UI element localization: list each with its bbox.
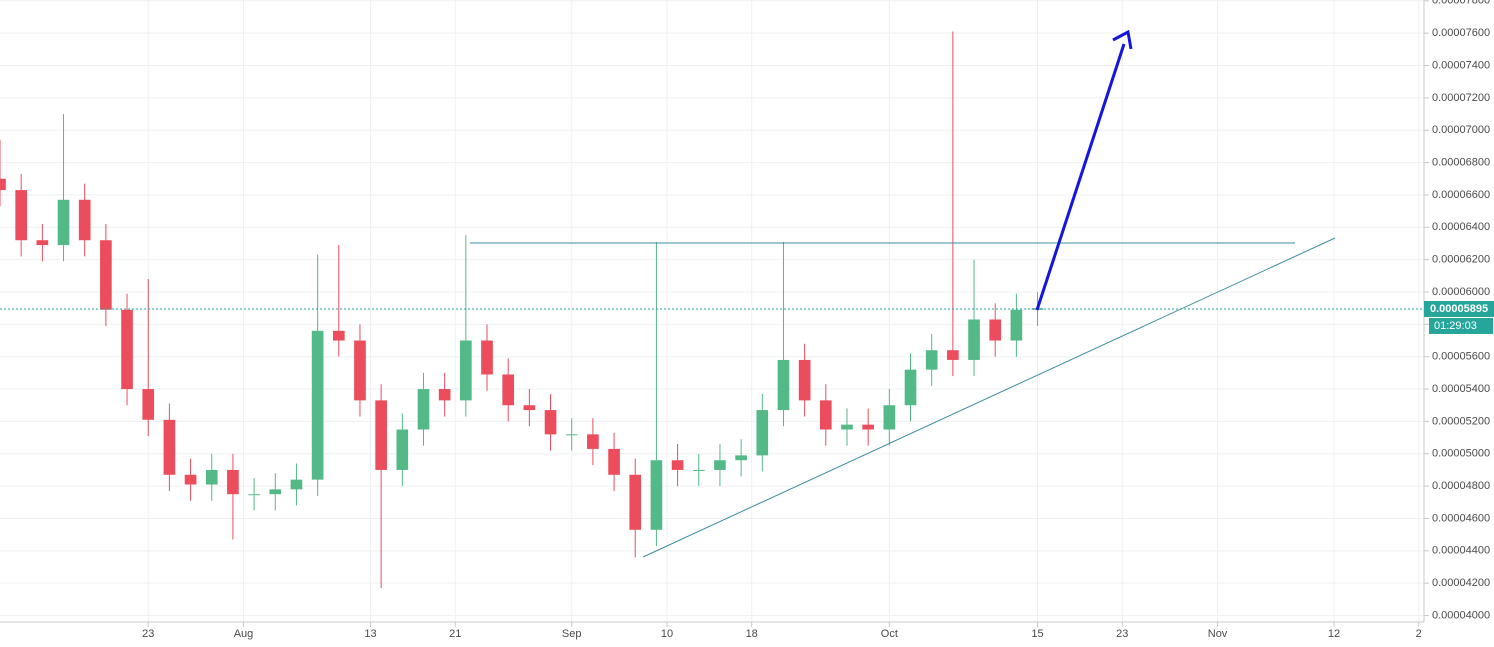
candle-body (714, 460, 726, 470)
candle-body (57, 199, 70, 246)
y-tick-label: 0.00006600 (1432, 189, 1490, 201)
candle-body (756, 410, 769, 456)
candle-body (925, 350, 938, 370)
y-tick-label: 0.00005600 (1432, 351, 1490, 363)
candle-body (438, 389, 451, 401)
candle-body (248, 494, 260, 496)
candle-body (269, 489, 282, 495)
grid (0, 0, 1424, 622)
y-tick-label: 0.00004200 (1432, 577, 1490, 589)
y-tick-label: 0.00005400 (1432, 383, 1490, 395)
candle-body (481, 340, 493, 375)
candle-body (184, 474, 197, 485)
x-tick-label: 15 (1031, 628, 1043, 640)
x-tick-label: 2 (1416, 628, 1422, 640)
candle-body (163, 419, 176, 475)
x-tick-label: Aug (234, 628, 254, 640)
y-tick-label: 0.00004600 (1432, 512, 1490, 524)
candle-body (608, 448, 620, 475)
candle-body (1010, 309, 1023, 341)
candle-body (78, 199, 91, 241)
x-tick-label: Nov (1208, 628, 1228, 640)
candle-body (0, 178, 6, 191)
projection-arrow (1035, 43, 1126, 311)
candle-body (587, 434, 599, 449)
candle-body (460, 340, 472, 401)
x-tick-label: 18 (746, 628, 758, 640)
candle-body (862, 424, 874, 430)
candle-body (36, 240, 49, 246)
candle-body (629, 474, 642, 530)
x-tick-label: 12 (1328, 628, 1340, 640)
y-tick-label: 0.00004800 (1432, 480, 1490, 492)
y-tick-label: 0.00007000 (1432, 124, 1490, 136)
timer-box (1429, 317, 1493, 334)
y-tick-label: 0.00004000 (1432, 609, 1490, 621)
x-tick-label: 10 (661, 628, 673, 640)
y-tick-label: 0.00006000 (1432, 286, 1490, 298)
candle-body (375, 400, 387, 470)
candle-body (142, 389, 155, 420)
y-tick-label: 0.00007800 (1432, 0, 1490, 7)
candle-body (989, 319, 1002, 341)
candle-body (100, 240, 112, 310)
timer-label: 01:29:03 (1434, 320, 1477, 332)
candle-body (15, 190, 27, 241)
y-tick-label: 0.00005200 (1432, 415, 1490, 427)
candle-body (692, 469, 705, 471)
last-price-label: 0.00005895 (1430, 303, 1488, 315)
trend-line (642, 237, 1336, 558)
last-price-box (1424, 300, 1494, 317)
candle-body (523, 405, 536, 411)
candle-body (121, 309, 133, 390)
y-tick-label: 0.00004400 (1432, 545, 1490, 557)
candle-body (227, 469, 239, 495)
candle-body (650, 460, 663, 530)
y-tick-label: 0.00006400 (1432, 221, 1490, 233)
candle-body (777, 359, 790, 411)
candle-body (947, 350, 959, 360)
y-tick-label: 0.00006200 (1432, 254, 1490, 266)
y-tick-label: 0.00007600 (1432, 27, 1490, 39)
candle-body (819, 400, 832, 430)
candle-body (332, 330, 345, 341)
y-tick-label: 0.00007400 (1432, 59, 1490, 71)
candle-body (417, 389, 430, 430)
candle-body (798, 359, 811, 401)
candle-body (205, 469, 218, 485)
candle-body (883, 405, 896, 430)
candle-body (311, 330, 324, 480)
candle-body (671, 460, 684, 470)
candle-body (968, 319, 980, 360)
candle-body (841, 424, 853, 430)
x-tick-label: 21 (449, 628, 461, 640)
y-tick-label: 0.00005000 (1432, 448, 1490, 460)
candle-body (396, 429, 409, 470)
candle-body (544, 410, 557, 435)
arrow-head (1112, 29, 1133, 50)
x-tick-label: Sep (562, 628, 582, 640)
candles (0, 31, 1424, 589)
y-tick-label: 0.00006800 (1432, 156, 1490, 168)
y-tick-label: 0.00007200 (1432, 92, 1490, 104)
candle-body (354, 340, 366, 401)
axis-labels: 0.00004000 0.00004200 0.00004400 0.00004600… (142, 0, 1494, 640)
candle-body (904, 369, 917, 406)
candle-body (735, 455, 747, 461)
x-tick-label: 23 (142, 628, 154, 640)
candle-body (502, 374, 515, 406)
x-tick-label: Oct (881, 628, 898, 640)
x-tick-label: 13 (364, 628, 376, 640)
x-tick-label: 23 (1116, 628, 1128, 640)
candle-body (290, 479, 303, 490)
candle-body (565, 434, 578, 436)
